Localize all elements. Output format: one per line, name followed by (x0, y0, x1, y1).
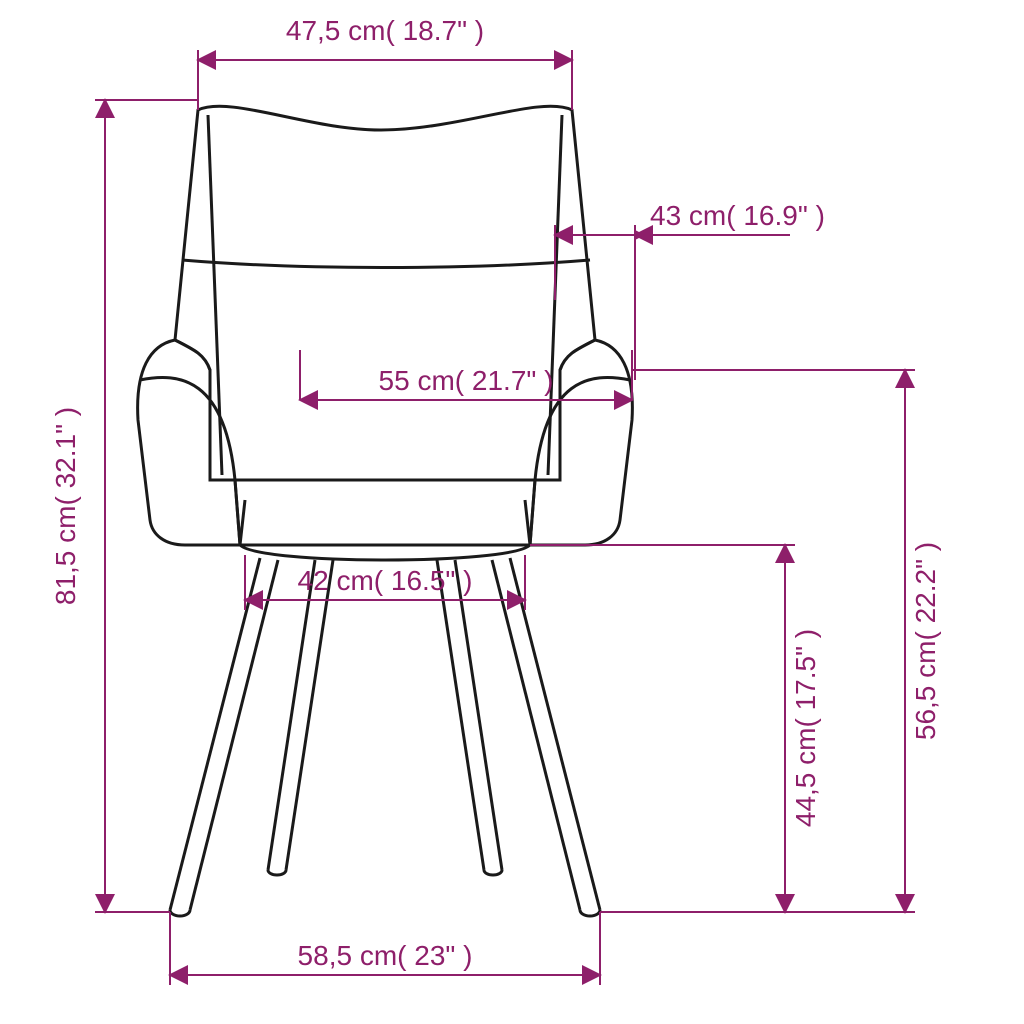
dim-arm-span: 55 cm( 21.7" ) (300, 350, 632, 400)
label-seat-width: 42 cm( 16.5" ) (298, 565, 473, 596)
dim-back-inner-width: 43 cm( 16.9" ) (555, 200, 825, 380)
label-arm-span: 55 cm( 21.7" ) (379, 365, 554, 396)
label-back-top-width: 47,5 cm( 18.7" ) (286, 15, 484, 46)
label-back-inner-width: 43 cm( 16.9" ) (650, 200, 825, 231)
label-total-height: 81,5 cm( 32.1" ) (50, 407, 81, 605)
dim-back-top-width: 47,5 cm( 18.7" ) (198, 15, 572, 110)
dim-seat-height: 44,5 cm( 17.5" ) (530, 545, 821, 912)
dim-total-height: 81,5 cm( 32.1" ) (50, 100, 198, 912)
label-base-depth: 58,5 cm( 23" ) (298, 940, 473, 971)
dim-seat-width: 42 cm( 16.5" ) (245, 555, 525, 610)
dim-arm-height: 56,5 cm( 22.2" ) (632, 370, 941, 912)
chair-outline (138, 106, 633, 916)
label-arm-height: 56,5 cm( 22.2" ) (910, 542, 941, 740)
dimensions: 47,5 cm( 18.7" ) 81,5 cm( 32.1" ) 43 cm(… (50, 15, 941, 985)
dim-base-depth: 58,5 cm( 23" ) (170, 912, 600, 985)
label-seat-height: 44,5 cm( 17.5" ) (790, 629, 821, 827)
